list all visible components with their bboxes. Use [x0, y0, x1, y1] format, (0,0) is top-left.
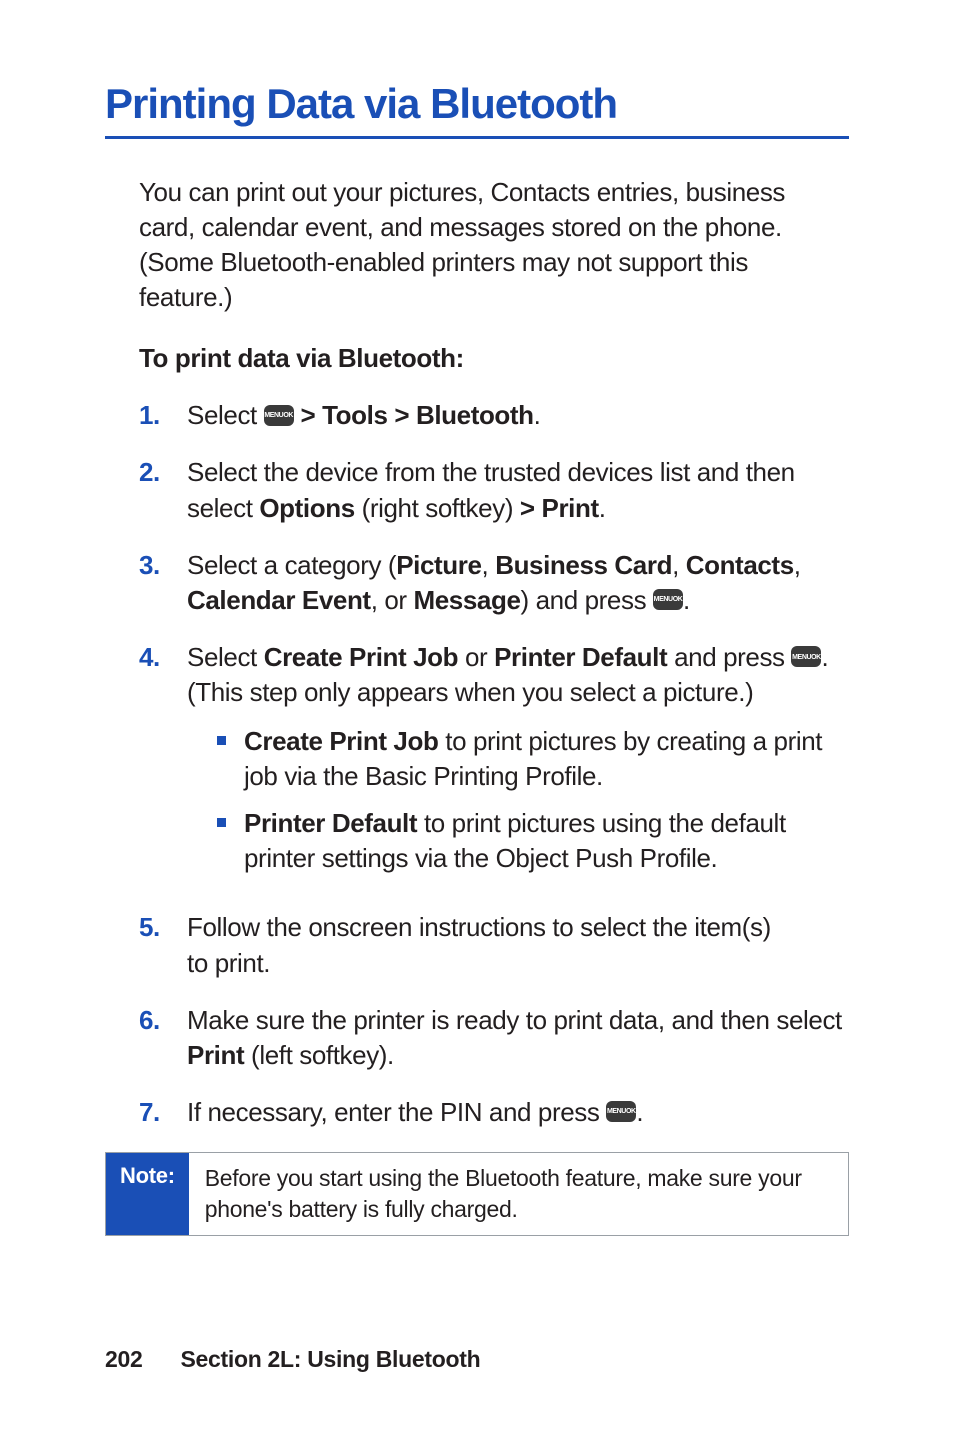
text-bold: Create Print Job [244, 726, 438, 756]
bullet-icon [217, 818, 226, 827]
step-1: 1. Select MENUOK > Tools > Bluetooth. [139, 398, 849, 433]
page-footer: 202 Section 2L: Using Bluetooth [105, 1346, 480, 1373]
text-bold: Print [187, 1040, 244, 1070]
menu-ok-key-icon: MENUOK [606, 1101, 636, 1122]
text: , [482, 550, 496, 580]
text: or [458, 642, 494, 672]
note-label: Note: [106, 1153, 189, 1235]
step-body: Make sure the printer is ready to print … [187, 1003, 849, 1073]
text-bold: Printer Default [244, 808, 417, 838]
step-3: 3. Select a category (Picture, Business … [139, 548, 849, 618]
text: , [794, 550, 801, 580]
text: Select [187, 400, 264, 430]
text-bold: Options [259, 493, 354, 523]
step-number: 6. [139, 1003, 187, 1038]
text-bold: Contacts [686, 550, 794, 580]
page-number: 202 [105, 1346, 142, 1372]
step-number: 1. [139, 398, 187, 433]
step-body: Select a category (Picture, Business Car… [187, 548, 849, 618]
text-bold: > Print [520, 493, 599, 523]
text: ) and press [521, 585, 654, 615]
menu-ok-key-icon: MENUOK [653, 589, 683, 610]
step-body: Follow the onscreen instructions to sele… [187, 910, 849, 980]
sub-body: Create Print Job to print pictures by cr… [244, 724, 849, 794]
steps-list: 1. Select MENUOK > Tools > Bluetooth. 2.… [139, 398, 849, 1130]
text: . [636, 1097, 643, 1127]
step-7: 7. If necessary, enter the PIN and press… [139, 1095, 849, 1130]
text: , or [371, 585, 414, 615]
step-body: Select the device from the trusted devic… [187, 455, 849, 525]
text: (left softkey). [244, 1040, 394, 1070]
step-5: 5. Follow the onscreen instructions to s… [139, 910, 849, 980]
step-number: 2. [139, 455, 187, 490]
text: Select a category ( [187, 550, 396, 580]
text-bold: Business Card [495, 550, 672, 580]
menu-ok-key-icon: MENUOK [264, 405, 294, 426]
text-bold: Create Print Job [264, 642, 458, 672]
sub-item: Create Print Job to print pictures by cr… [217, 724, 849, 794]
step-4: 4. Select Create Print Job or Printer De… [139, 640, 849, 889]
note-body: Before you start using the Bluetooth fea… [189, 1153, 848, 1235]
note-box: Note: Before you start using the Bluetoo… [105, 1152, 849, 1236]
step-number: 4. [139, 640, 187, 675]
text-bold: Picture [396, 550, 481, 580]
step-body: If necessary, enter the PIN and press ME… [187, 1095, 849, 1130]
text: Follow the onscreen instructions to sele… [187, 912, 771, 977]
step-number: 5. [139, 910, 187, 945]
text: If necessary, enter the PIN and press [187, 1097, 606, 1127]
text: Select [187, 642, 264, 672]
intro-paragraph: You can print out your pictures, Contact… [139, 175, 839, 315]
section-label: Section 2L: Using Bluetooth [180, 1346, 480, 1372]
text: . [534, 400, 541, 430]
title-rule [105, 136, 849, 139]
step-2: 2. Select the device from the trusted de… [139, 455, 849, 525]
bullet-icon [217, 736, 226, 745]
text-bold: Printer Default [494, 642, 667, 672]
text: . [683, 585, 690, 615]
step-6: 6. Make sure the printer is ready to pri… [139, 1003, 849, 1073]
step-number: 7. [139, 1095, 187, 1130]
text-bold: Calendar Event [187, 585, 371, 615]
step-number: 3. [139, 548, 187, 583]
sub-body: Printer Default to print pictures using … [244, 806, 849, 876]
text-bold: Message [413, 585, 520, 615]
text: and press [667, 642, 791, 672]
sub-list: Create Print Job to print pictures by cr… [187, 724, 849, 876]
procedure-heading: To print data via Bluetooth: [139, 343, 849, 374]
text: . [599, 493, 606, 523]
sub-item: Printer Default to print pictures using … [217, 806, 849, 876]
step-body: Select MENUOK > Tools > Bluetooth. [187, 398, 849, 433]
text: , [672, 550, 686, 580]
menu-ok-key-icon: MENUOK [791, 646, 821, 667]
step-body: Select Create Print Job or Printer Defau… [187, 640, 849, 889]
text: Make sure the printer is ready to print … [187, 1005, 842, 1035]
page-title: Printing Data via Bluetooth [105, 80, 849, 128]
text-bold: > Tools > Bluetooth [294, 400, 534, 430]
text: (right softkey) [355, 493, 520, 523]
